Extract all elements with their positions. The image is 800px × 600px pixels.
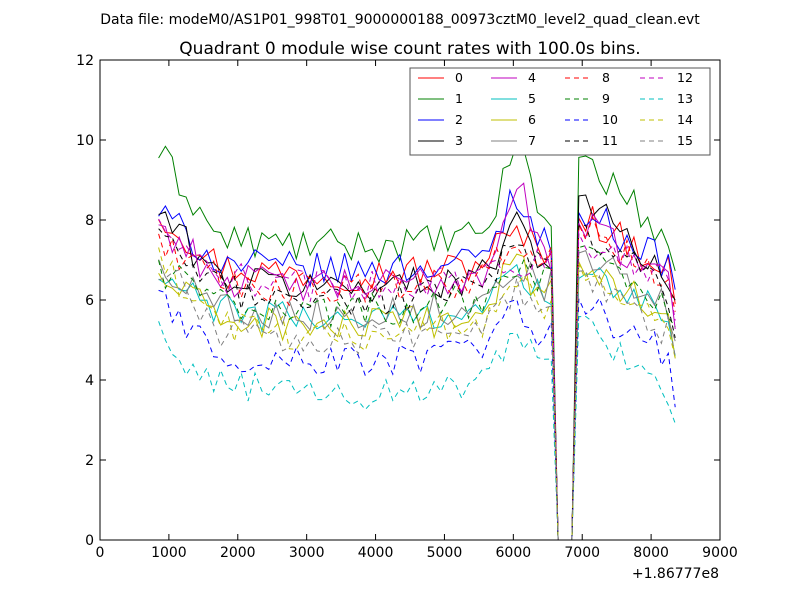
x-tick-label: 6000 bbox=[496, 545, 532, 561]
y-tick-label: 8 bbox=[85, 213, 94, 229]
x-tick-label: 3000 bbox=[289, 545, 325, 561]
legend-label-15: 15 bbox=[677, 133, 693, 148]
y-tick-label: 6 bbox=[85, 293, 94, 309]
series-line-15 bbox=[158, 269, 676, 541]
series-line-10 bbox=[158, 289, 676, 541]
legend-label-1: 1 bbox=[455, 91, 463, 106]
legend-label-3: 3 bbox=[455, 133, 463, 148]
series-line-1 bbox=[158, 142, 676, 541]
y-tick-label: 4 bbox=[85, 373, 94, 389]
x-tick-label: 4000 bbox=[358, 545, 394, 561]
series-line-7 bbox=[158, 249, 676, 541]
x-tick-label: 5000 bbox=[427, 545, 463, 561]
legend-label-11: 11 bbox=[602, 133, 618, 148]
y-tick-label: 10 bbox=[76, 133, 94, 149]
legend-label-9: 9 bbox=[602, 91, 610, 106]
x-tick-label: 2000 bbox=[220, 545, 256, 561]
legend-label-2: 2 bbox=[455, 112, 463, 127]
legend-label-13: 13 bbox=[677, 91, 693, 106]
x-tick-label: 7000 bbox=[564, 545, 600, 561]
series-line-13 bbox=[158, 315, 676, 541]
x-tick-label: 8000 bbox=[633, 545, 669, 561]
y-tick-label: 2 bbox=[85, 453, 94, 469]
series-line-0 bbox=[158, 206, 676, 541]
legend-label-0: 0 bbox=[455, 70, 463, 85]
legend-label-8: 8 bbox=[602, 70, 610, 85]
legend-label-12: 12 bbox=[677, 70, 693, 85]
series-line-5 bbox=[158, 263, 676, 541]
legend-label-6: 6 bbox=[528, 112, 536, 127]
series-line-8 bbox=[158, 215, 676, 541]
series-line-2 bbox=[158, 188, 676, 541]
legend-label-5: 5 bbox=[528, 91, 536, 106]
legend-label-7: 7 bbox=[528, 133, 536, 148]
data-file-caption: Data file: modeM0/AS1P01_998T01_90000001… bbox=[100, 12, 700, 28]
legend-label-4: 4 bbox=[528, 70, 536, 85]
y-tick-label: 0 bbox=[85, 533, 94, 549]
plot-lines bbox=[158, 142, 676, 541]
y-tick-label: 12 bbox=[76, 53, 94, 69]
series-line-14 bbox=[158, 247, 676, 541]
x-tick-label: 9000 bbox=[702, 545, 738, 561]
axis-ticks: 0 1000 2000 3000 4000 5000 6000 7000 8000 9000 0 2 4… bbox=[76, 53, 738, 561]
x-tick-label: 1000 bbox=[151, 545, 187, 561]
x-offset-label: +1.86777e8 bbox=[632, 566, 719, 582]
series-line-11 bbox=[158, 224, 676, 541]
series-line-12 bbox=[158, 218, 676, 541]
legend-label-14: 14 bbox=[677, 112, 693, 127]
legend-label-10: 10 bbox=[602, 112, 618, 127]
chart-title: Quadrant 0 module wise count rates with … bbox=[179, 39, 640, 59]
series-line-9 bbox=[158, 245, 676, 541]
series-line-4 bbox=[158, 182, 676, 541]
x-tick-label: 0 bbox=[96, 545, 105, 561]
series-line-3 bbox=[158, 194, 676, 541]
series-line-6 bbox=[158, 253, 676, 541]
